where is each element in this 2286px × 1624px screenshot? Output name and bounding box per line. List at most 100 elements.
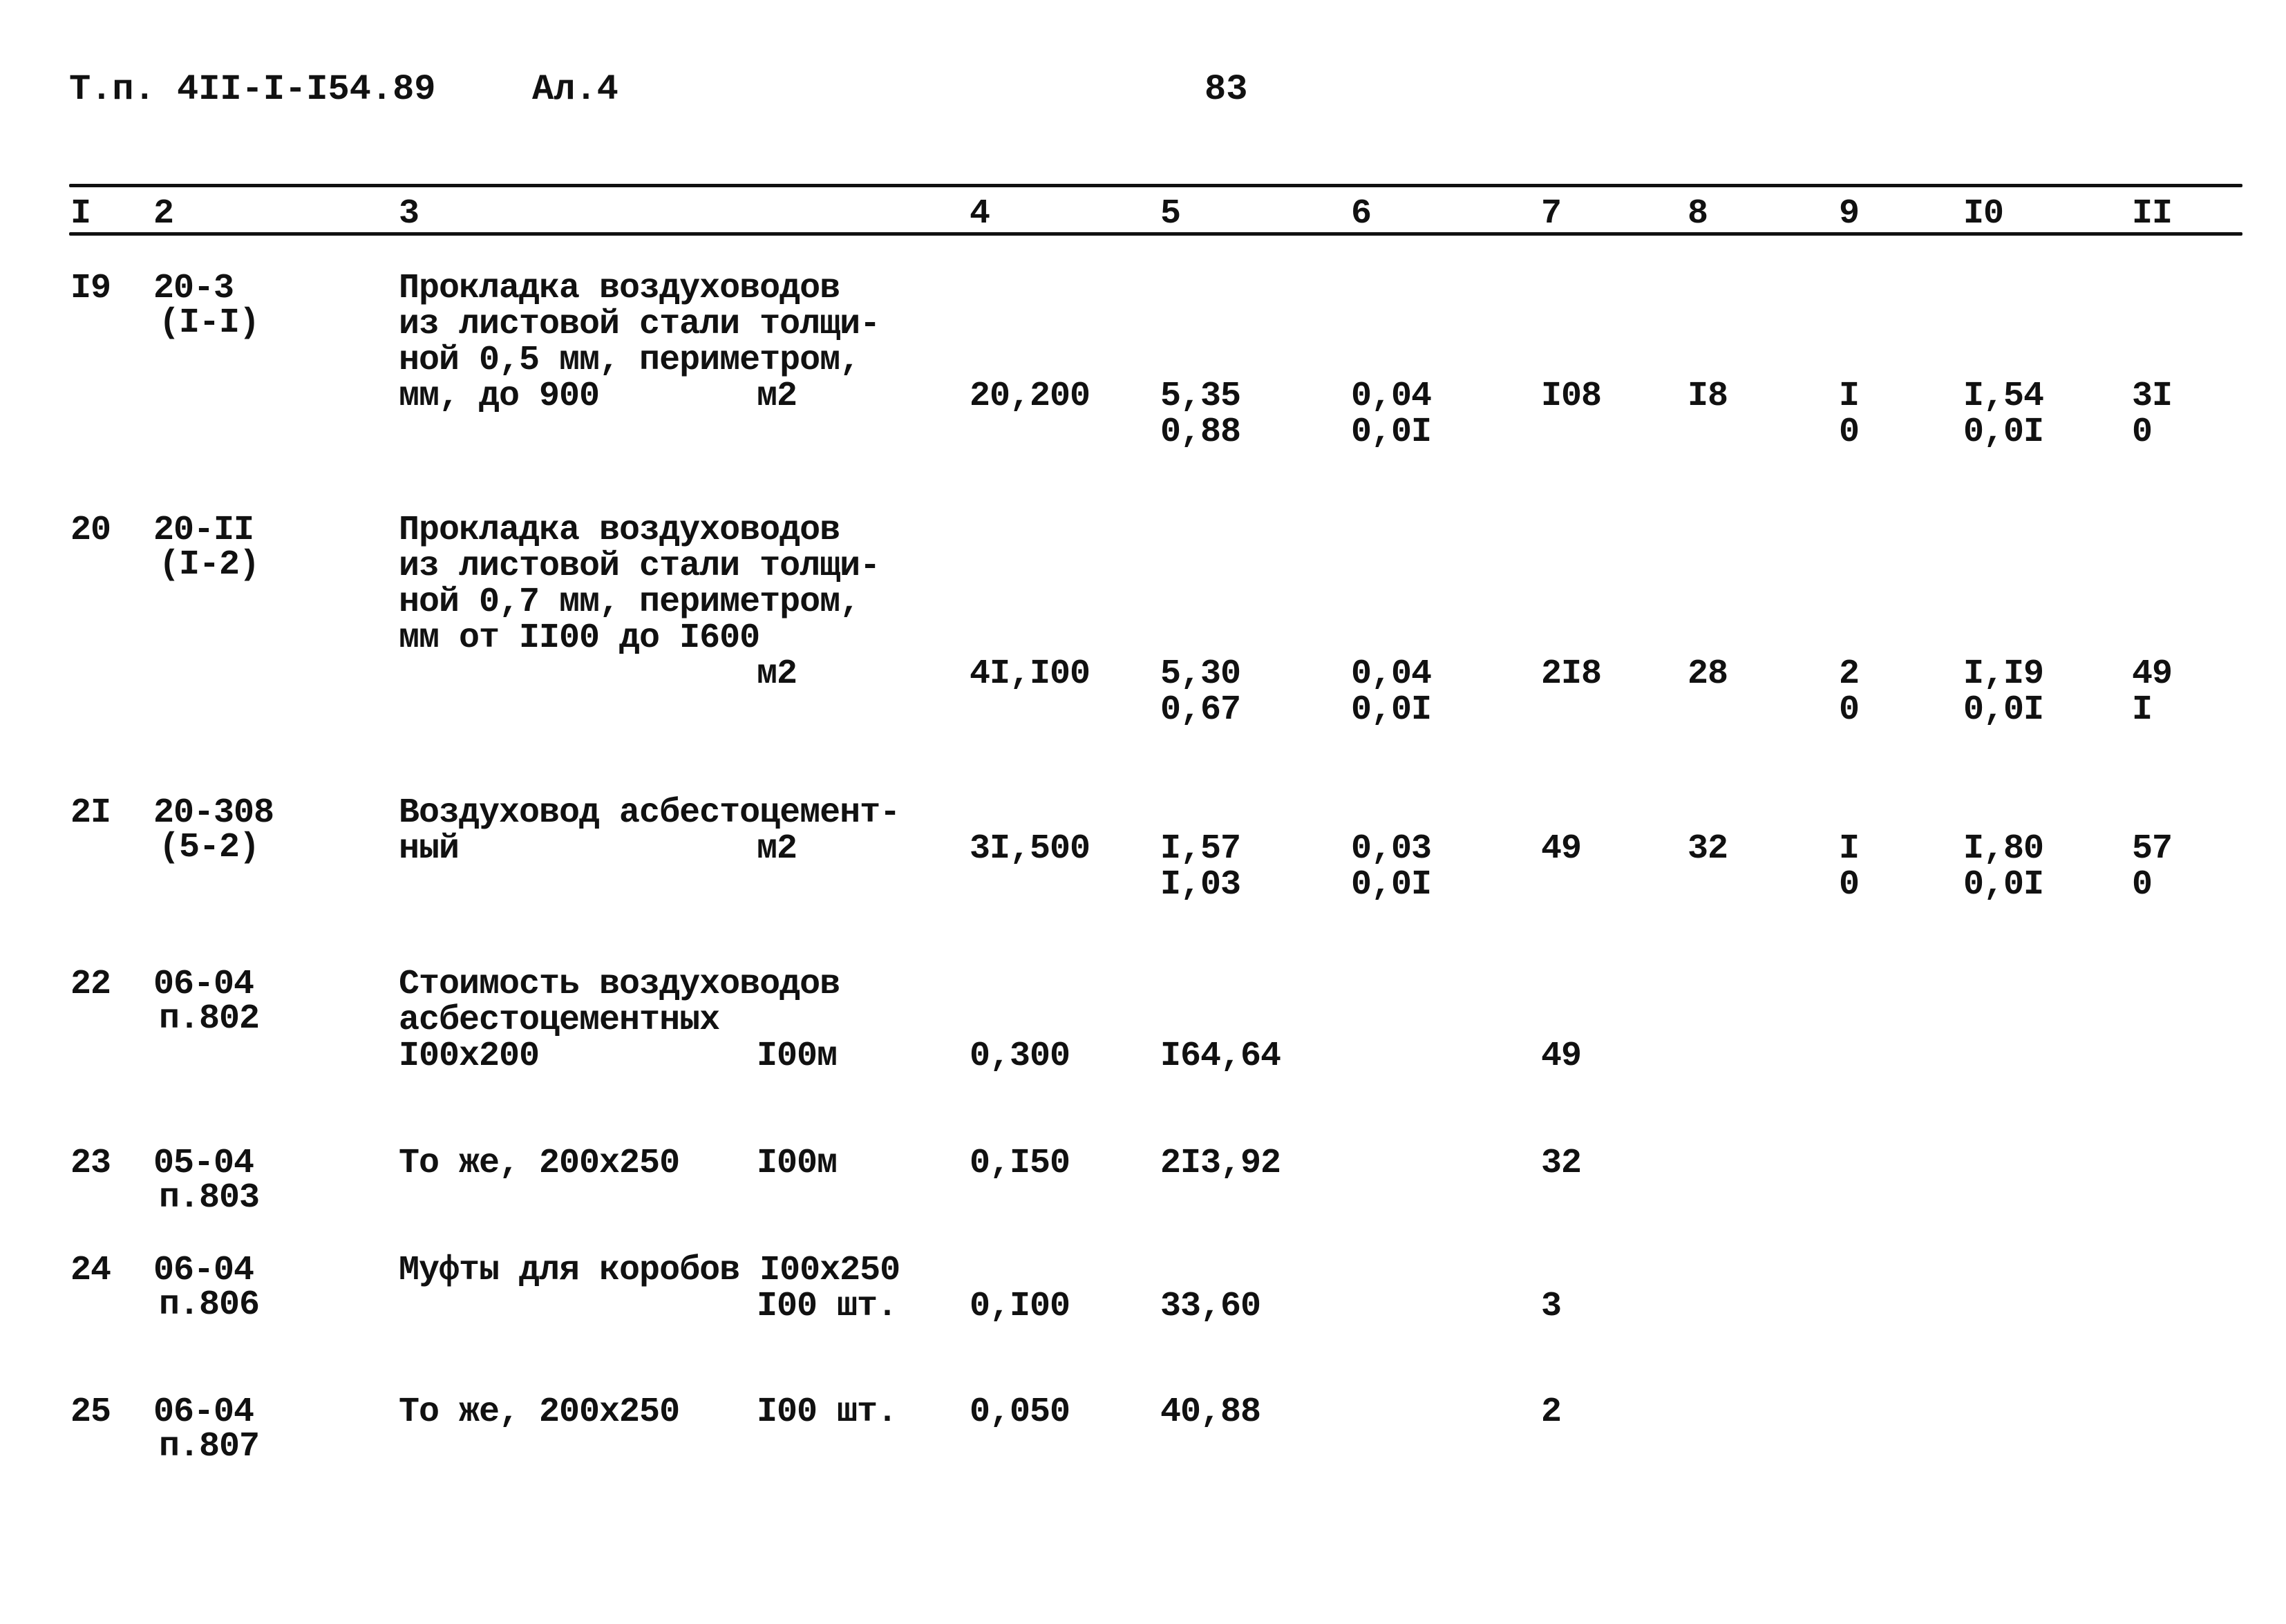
- col-7-value: 2I8: [1541, 654, 1602, 694]
- work-description: I00x200: [399, 1037, 540, 1076]
- document-reference: Т.п. 4II-I-I54.89: [69, 69, 436, 110]
- column-header: II: [2132, 194, 2173, 234]
- col-11-value: 3I: [2132, 377, 2173, 416]
- row-number: 25: [70, 1392, 111, 1432]
- work-description: То же, 200x250: [399, 1392, 680, 1432]
- unit: I00 шт.: [757, 1287, 898, 1326]
- col-6-value: 0,0I: [1351, 865, 1432, 905]
- col-8-value: 28: [1688, 654, 1728, 694]
- table-top-rule: [69, 184, 2242, 187]
- col-11-value: I: [2132, 690, 2153, 730]
- quantity: 3I,500: [970, 829, 1090, 869]
- unit: м2: [757, 829, 797, 869]
- col-5-value: 0,67: [1160, 690, 1241, 730]
- rate-code: п.803: [159, 1178, 260, 1218]
- column-header: 6: [1351, 194, 1372, 234]
- col-11-value: 57: [2132, 829, 2173, 869]
- column-header: I0: [1963, 194, 2004, 234]
- work-description: Стоимость воздуховодов: [399, 965, 840, 1004]
- col-5-value: 5,35: [1160, 377, 1241, 416]
- col-8-value: I8: [1688, 377, 1728, 416]
- row-number: I9: [70, 269, 111, 308]
- work-description: Прокладка воздуховодов: [399, 269, 840, 308]
- col-7-value: 3: [1541, 1287, 1562, 1326]
- work-description: ной 0,7 мм, периметром,: [399, 583, 860, 622]
- row-number: 23: [70, 1144, 111, 1183]
- rate-code: п.802: [159, 999, 260, 1039]
- col-10-value: 0,0I: [1963, 865, 2044, 905]
- column-header: I: [70, 194, 91, 234]
- col-6-value: 0,03: [1351, 829, 1432, 869]
- col-5-value: 0,88: [1160, 413, 1241, 452]
- column-header: 7: [1541, 194, 1562, 234]
- page-number: 83: [1205, 69, 1248, 110]
- rate-code: 20-II: [153, 511, 254, 550]
- col-5-value: 40,88: [1160, 1392, 1261, 1432]
- col-10-value: 0,0I: [1963, 413, 2044, 452]
- column-header: 8: [1688, 194, 1708, 234]
- col-11-value: 0: [2132, 865, 2153, 905]
- col-10-value: 0,0I: [1963, 690, 2044, 730]
- quantity: 0,300: [970, 1037, 1070, 1076]
- col-5-value: I64,64: [1160, 1037, 1281, 1076]
- col-9-value: I: [1839, 377, 1860, 416]
- work-description: мм, до 900: [399, 377, 600, 416]
- col-7-value: 49: [1541, 1037, 1582, 1076]
- col-6-value: 0,04: [1351, 654, 1432, 694]
- rate-code: п.806: [159, 1285, 260, 1325]
- rate-code: 06-04: [153, 1251, 254, 1290]
- row-number: 24: [70, 1251, 111, 1290]
- work-description: из листовой стали толщи-: [399, 547, 880, 586]
- album-number: Ал.4: [532, 69, 618, 110]
- quantity: 0,I50: [970, 1144, 1070, 1183]
- work-description: ной 0,5 мм, периметром,: [399, 341, 860, 380]
- col-9-value: 0: [1839, 690, 1860, 730]
- col-10-value: I,54: [1963, 377, 2044, 416]
- work-description: ный: [399, 829, 460, 869]
- column-header: 9: [1839, 194, 1860, 234]
- work-description: То же, 200x250: [399, 1144, 680, 1183]
- unit: м2: [757, 377, 797, 416]
- col-6-value: 0,0I: [1351, 413, 1432, 452]
- unit: м2: [757, 654, 797, 694]
- column-header: 2: [153, 194, 174, 234]
- col-9-value: I: [1839, 829, 1860, 869]
- rate-code: (I-2): [159, 545, 260, 585]
- rate-code: 20-3: [153, 269, 234, 308]
- quantity: 20,200: [970, 377, 1090, 416]
- column-header: 4: [970, 194, 990, 234]
- work-description: из листовой стали толщи-: [399, 305, 880, 344]
- rate-code: 06-04: [153, 965, 254, 1004]
- col-7-value: I08: [1541, 377, 1602, 416]
- col-5-value: 5,30: [1160, 654, 1241, 694]
- unit: I00м: [757, 1037, 838, 1076]
- column-header: 5: [1160, 194, 1181, 234]
- column-header: 3: [399, 194, 419, 234]
- row-number: 2I: [70, 793, 111, 833]
- col-6-value: 0,04: [1351, 377, 1432, 416]
- rate-code: (I-I): [159, 303, 260, 343]
- rate-code: 20-308: [153, 793, 274, 833]
- work-description: асбестоцементных: [399, 1001, 720, 1040]
- col-5-value: I,57: [1160, 829, 1241, 869]
- rate-code: (5-2): [159, 828, 260, 867]
- col-11-value: 49: [2132, 654, 2173, 694]
- work-description: Прокладка воздуховодов: [399, 511, 840, 550]
- quantity: 0,I00: [970, 1287, 1070, 1326]
- work-description: Муфты для коробов I00x250: [399, 1251, 900, 1290]
- unit: I00 шт.: [757, 1392, 898, 1432]
- col-6-value: 0,0I: [1351, 690, 1432, 730]
- col-9-value: 0: [1839, 865, 1860, 905]
- col-10-value: I,I9: [1963, 654, 2044, 694]
- col-5-value: 33,60: [1160, 1287, 1261, 1326]
- rate-code: 05-04: [153, 1144, 254, 1183]
- col-5-value: I,03: [1160, 865, 1241, 905]
- quantity: 0,050: [970, 1392, 1070, 1432]
- col-7-value: 2: [1541, 1392, 1562, 1432]
- col-7-value: 32: [1541, 1144, 1582, 1183]
- col-10-value: I,80: [1963, 829, 2044, 869]
- unit: I00м: [757, 1144, 838, 1183]
- rate-code: 06-04: [153, 1392, 254, 1432]
- header-bottom-rule: [69, 232, 2242, 236]
- col-9-value: 0: [1839, 413, 1860, 452]
